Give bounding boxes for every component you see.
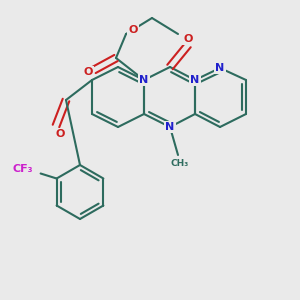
- Text: O: O: [55, 129, 65, 139]
- Text: N: N: [190, 75, 200, 85]
- Text: N: N: [165, 122, 175, 132]
- Text: CH₃: CH₃: [171, 158, 189, 167]
- Text: N: N: [215, 63, 225, 73]
- Text: CF₃: CF₃: [12, 164, 33, 175]
- Text: N: N: [140, 75, 148, 85]
- Text: O: O: [128, 25, 138, 35]
- Text: N: N: [190, 75, 200, 85]
- Text: O: O: [83, 67, 93, 77]
- Text: CF₃: CF₃: [12, 164, 33, 175]
- Text: O: O: [183, 34, 193, 44]
- Text: N: N: [140, 75, 148, 85]
- Text: O: O: [55, 129, 65, 139]
- Text: O: O: [128, 25, 138, 35]
- Text: N: N: [165, 122, 175, 132]
- Text: O: O: [83, 67, 93, 77]
- Text: O: O: [183, 34, 193, 44]
- Text: N: N: [215, 63, 225, 73]
